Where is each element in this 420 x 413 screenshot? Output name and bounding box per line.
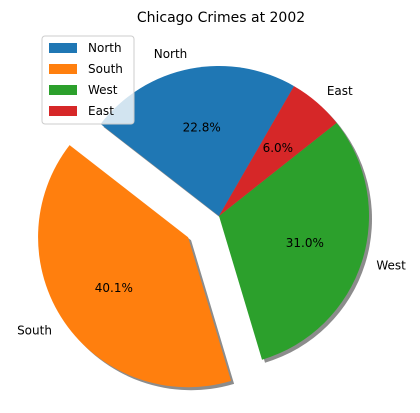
chart-title: Chicago Crimes at 2002 [137,10,305,26]
legend-swatch-south [49,64,77,74]
percent-label-north: 22.8% [183,121,221,135]
legend-swatch-west [49,85,77,95]
pie-slices [38,65,369,388]
pie-slice-south [38,145,232,388]
legend-label-west: West [88,83,118,97]
legend-label-east: East [88,104,114,118]
legend-label-north: North [88,41,122,55]
pie-slice-west [219,122,369,360]
slice-labels: North South West East [17,47,406,337]
pie-slice-east [219,86,337,216]
percent-labels: 22.8% 40.1% 31.0% 6.0% [95,121,324,295]
legend-box [41,35,135,125]
percent-label-west: 31.0% [286,236,324,250]
legend-swatch-north [49,43,77,53]
slice-label-west: West [376,259,406,273]
legend-swatch-east [49,106,77,116]
percent-label-east: 6.0% [263,141,294,155]
slice-label-east: East [327,84,353,98]
legend-label-south: South [88,62,123,76]
percent-label-south: 40.1% [95,281,133,295]
slice-label-north: North [154,47,188,61]
slice-label-south: South [17,323,52,337]
pie-slice-north [100,65,294,216]
legend: North South West East [41,35,135,125]
